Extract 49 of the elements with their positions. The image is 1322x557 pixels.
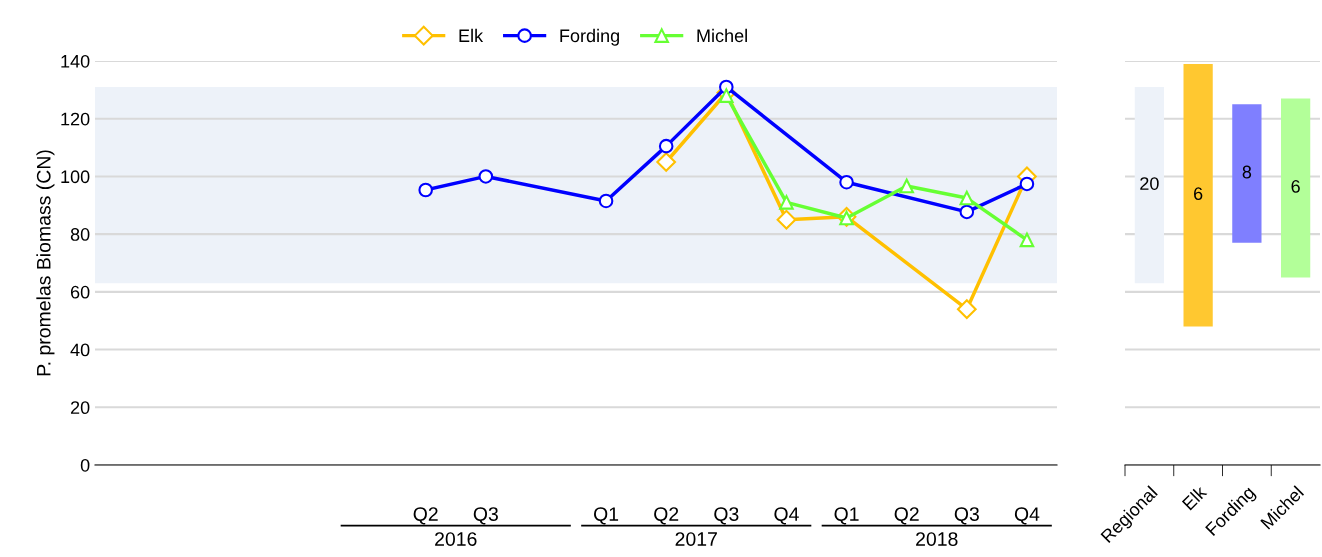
point — [656, 152, 677, 172]
legend-label: Michel — [697, 28, 747, 43]
annotation: 6 — [1194, 187, 1203, 201]
legend-label: Elk — [459, 28, 484, 42]
text: 2016 — [435, 532, 477, 546]
y-tick-label: 80 — [70, 228, 90, 241]
point — [719, 88, 734, 103]
text: 2018 — [916, 532, 958, 546]
point — [658, 138, 674, 154]
bar — [1281, 98, 1311, 278]
y-axis-title: P. promelas Biomass (CN) — [36, 150, 55, 376]
point — [779, 195, 794, 210]
point — [956, 299, 977, 320]
annotation: 8 — [1242, 165, 1252, 179]
text: 2017 — [675, 532, 717, 546]
x-tick-label: Q4 — [1014, 507, 1040, 525]
legend-label: Fording — [560, 28, 619, 46]
point — [1019, 176, 1035, 192]
point — [418, 182, 433, 198]
y-tick-label: 120 — [61, 112, 90, 126]
y-tick-label: 20 — [70, 401, 90, 415]
x-tick-label: Q3 — [954, 507, 979, 525]
x-tick-label: Q2 — [654, 507, 679, 525]
y-tick-label: 40 — [70, 343, 90, 357]
y-tick-label: 60 — [70, 285, 90, 299]
x-tick-label: Q1 — [594, 507, 619, 525]
point — [959, 190, 975, 206]
point — [839, 174, 854, 190]
point — [478, 169, 494, 184]
y-tick-label: 100 — [61, 170, 90, 184]
annotation: 20 — [1140, 177, 1159, 190]
point — [959, 204, 975, 220]
x-tick-label: Q1 — [834, 507, 859, 525]
point — [776, 209, 797, 230]
x-tick-label: Q3 — [714, 507, 739, 525]
point — [1019, 232, 1035, 248]
bar — [1134, 86, 1164, 284]
y-tick-label: 140 — [61, 54, 90, 68]
y-tick-label: 0 — [80, 458, 90, 472]
point — [899, 178, 914, 194]
x-tick-label: Q2 — [413, 507, 438, 525]
x-tick-label: Q3 — [473, 507, 498, 525]
annotation: 6 — [1291, 180, 1300, 193]
x-tick-label: Q4 — [774, 507, 799, 525]
bar — [1232, 104, 1262, 243]
bar — [1183, 63, 1213, 327]
point — [598, 193, 614, 209]
x-tick-label: Elk — [1181, 484, 1208, 511]
x-tick-label: Q2 — [894, 507, 919, 525]
